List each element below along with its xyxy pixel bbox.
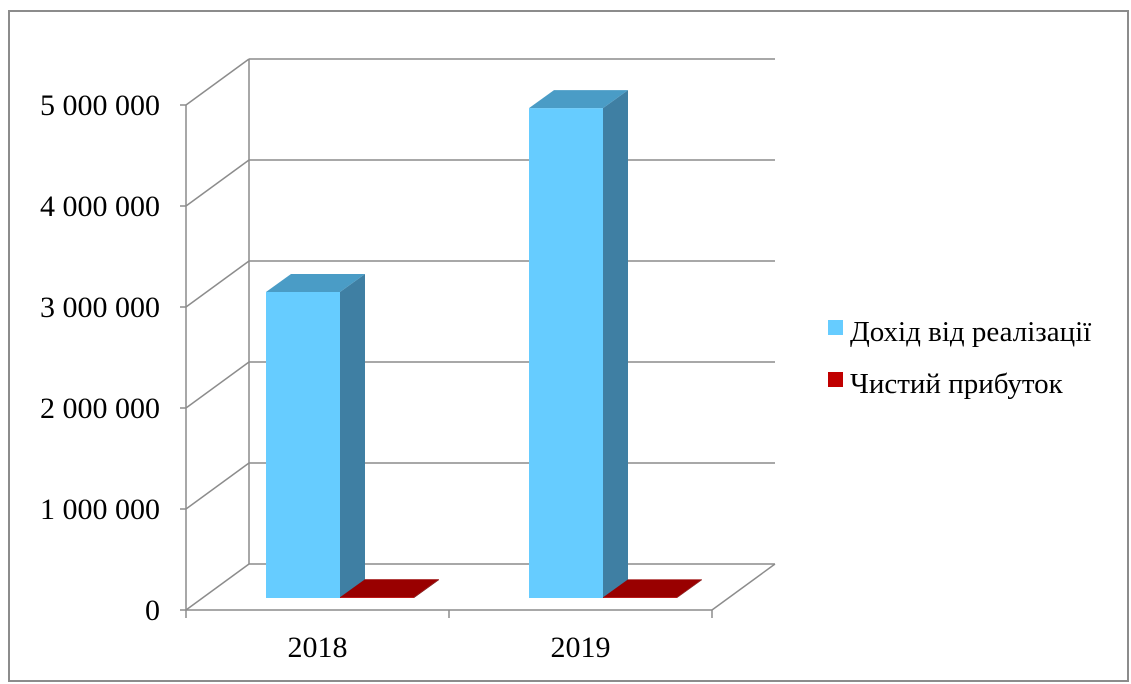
bars (266, 90, 702, 598)
y-tick-label: 1 000 000 (40, 493, 160, 526)
y-tick-labels: 0 1 000 000 2 000 000 3 000 000 4 000 000 5 0… (40, 89, 160, 627)
legend-swatch (828, 372, 843, 387)
bar-front (340, 597, 414, 598)
y-tick-label: 0 (145, 594, 160, 627)
bar-front (529, 108, 603, 598)
gridline-depth (186, 564, 249, 610)
bar-front (266, 292, 340, 598)
legend-swatch (828, 320, 843, 335)
gridline-depth (186, 261, 249, 307)
bar-revenue-2019 (529, 90, 628, 598)
y-tick-label: 4 000 000 (40, 190, 160, 223)
y-tick-label: 2 000 000 (40, 392, 160, 425)
bar-side (340, 274, 365, 598)
bar-side (603, 90, 628, 598)
bar-front (603, 597, 677, 598)
gridline-depth (186, 362, 249, 408)
x-tick-labels: 2018 2019 (288, 631, 611, 664)
y-tick-label: 5 000 000 (40, 89, 160, 122)
gridline-depth (186, 463, 249, 509)
gridline-depth (186, 160, 249, 206)
x-tick-label: 2018 (288, 631, 348, 664)
y-tick-label: 3 000 000 (40, 291, 160, 324)
x-tick-label: 2019 (551, 631, 611, 664)
legend-label: Чистий прибуток (850, 368, 1064, 400)
floor-right-edge (712, 564, 775, 610)
legend: Дохід від реалізації Чистий прибуток (828, 316, 1091, 400)
legend-label: Дохід від реалізації (850, 316, 1091, 348)
bar-revenue-2018 (266, 274, 365, 598)
gridline-depth (186, 59, 249, 105)
